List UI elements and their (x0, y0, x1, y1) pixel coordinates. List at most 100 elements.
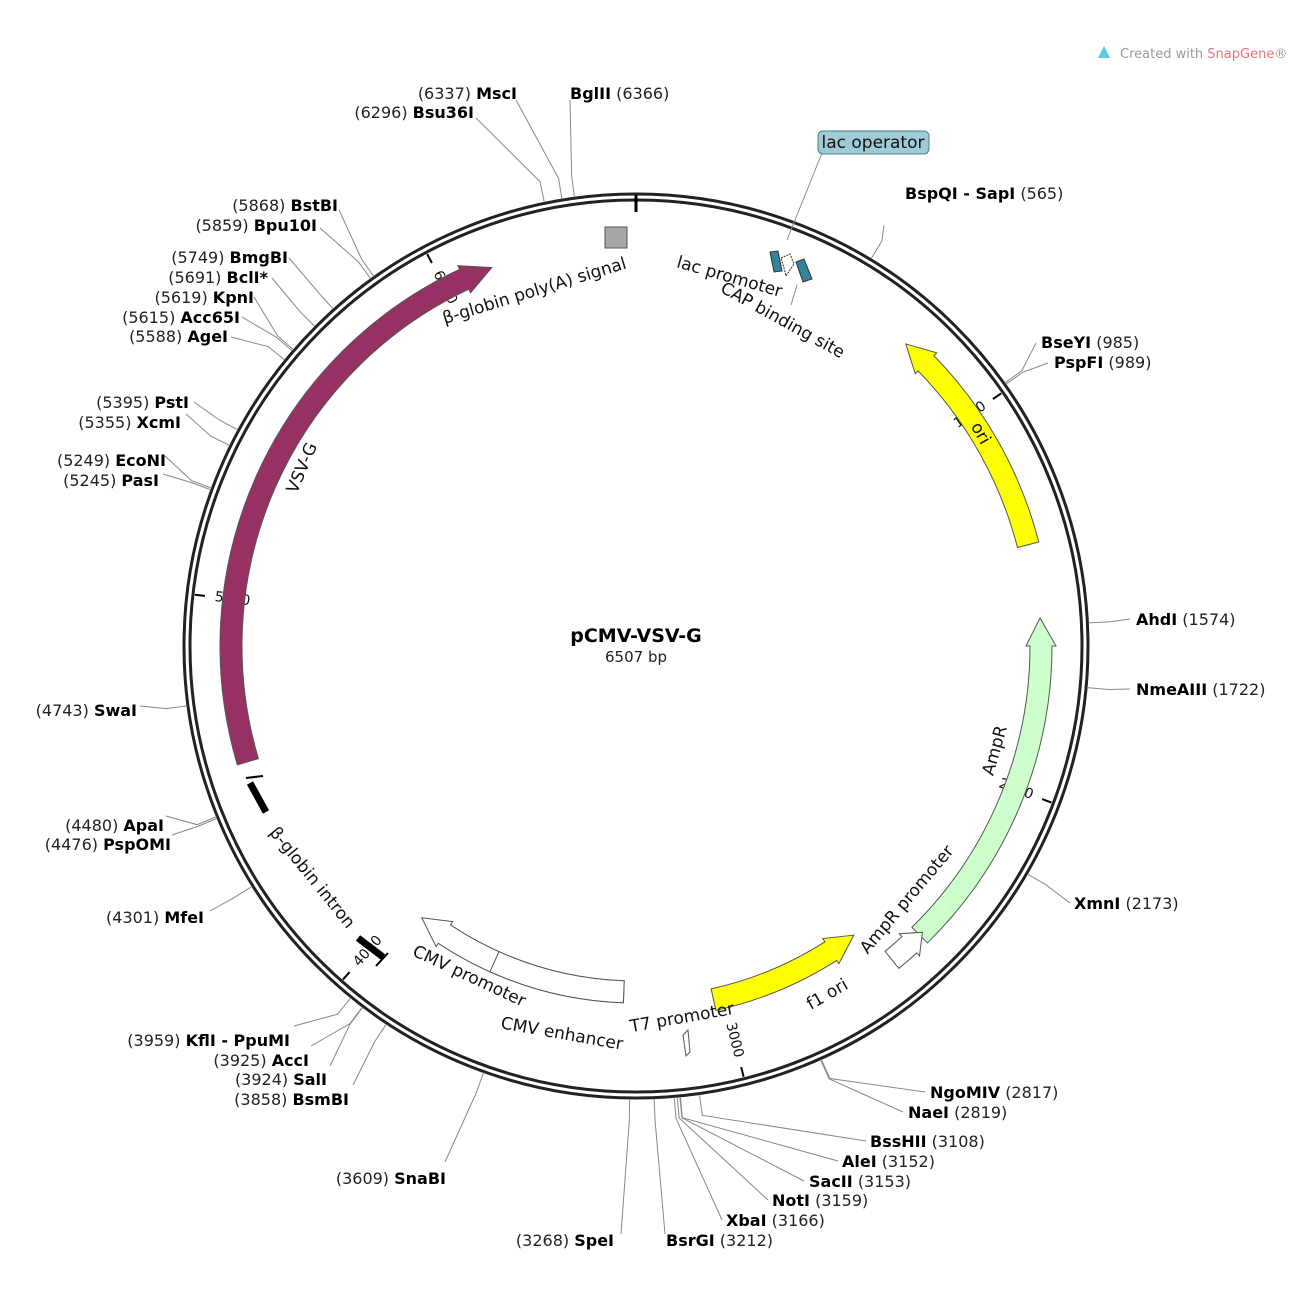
tick-mark (992, 392, 1002, 400)
restriction-site-label[interactable]: (3609) SnaBI (336, 1169, 446, 1188)
cmv-enhancer-feature[interactable] (489, 951, 625, 1004)
f1-ori-label: f1 ori (803, 975, 851, 1014)
site-leader (698, 1094, 867, 1142)
site-leader (139, 705, 188, 710)
site-name: MscI (476, 84, 517, 103)
site-position: (3925) (213, 1051, 266, 1070)
restriction-site-label[interactable]: AhdI (1574) (1136, 610, 1235, 629)
restriction-site-label[interactable]: BsrGI (3212) (666, 1231, 773, 1250)
site-name: BmgBI (230, 248, 288, 267)
site-position: (2819) (954, 1103, 1007, 1122)
restriction-site-label[interactable]: NaeI (2819) (908, 1103, 1007, 1122)
site-leader (1027, 873, 1071, 904)
site-position: (3166) (772, 1211, 825, 1230)
site-leader (820, 1059, 904, 1113)
site-leader (338, 209, 375, 277)
restriction-site-label[interactable]: XmnI (2173) (1074, 894, 1179, 913)
site-position: (4480) (65, 816, 118, 835)
restriction-site-label[interactable]: (5868) BstBI (232, 196, 338, 215)
restriction-site-label[interactable]: (5588) AgeI (129, 327, 228, 346)
restriction-site-label[interactable]: (3924) SalI (235, 1070, 327, 1089)
restriction-site-label[interactable]: NotI (3159) (772, 1191, 868, 1210)
ori-feature[interactable] (905, 343, 1040, 549)
site-position: (5868) (232, 196, 285, 215)
site-name: BseYI (1041, 333, 1091, 352)
site-leader (241, 316, 293, 352)
restriction-site-label[interactable]: (5749) BmgBI (171, 248, 288, 267)
restriction-site-label[interactable]: BspQI - SapI (565) (905, 184, 1063, 203)
restriction-site-label[interactable]: (5691) BclI* (168, 268, 268, 287)
lac-features[interactable] (769, 250, 813, 283)
restriction-site-label[interactable]: (3925) AccI (213, 1051, 309, 1070)
site-name: XcmI (137, 413, 181, 432)
site-position: (3212) (720, 1231, 773, 1250)
restriction-site-label[interactable]: (6296) Bsu36I (354, 103, 474, 122)
vsvg-feature[interactable] (219, 265, 493, 766)
site-leader (162, 473, 211, 491)
restriction-site-label[interactable]: (3858) BsmBI (234, 1090, 349, 1109)
tick-mark (1041, 798, 1052, 804)
site-position: (4743) (36, 701, 89, 720)
restriction-site-label[interactable]: NgoMIV (2817) (930, 1083, 1058, 1102)
restriction-site-label[interactable]: (3268) SpeI (516, 1231, 614, 1250)
cap-site-left (769, 250, 783, 273)
site-position: (6296) (354, 103, 407, 122)
site-leader (673, 1097, 723, 1221)
restriction-site-label[interactable]: (5859) Bpu10I (195, 216, 317, 235)
restriction-site-label[interactable]: BglII (6366) (570, 84, 669, 103)
restriction-site-label[interactable]: PspFI (989) (1054, 353, 1151, 372)
snapgene-logo-icon (1098, 46, 1110, 58)
site-leader (820, 1059, 926, 1093)
site-position: (3268) (516, 1231, 569, 1250)
restriction-site-label[interactable]: (4301) MfeI (106, 908, 204, 927)
lac-operator-leader (786, 152, 823, 241)
credit-brand: SnapGene (1207, 47, 1274, 62)
lac-operator-box[interactable] (817, 130, 930, 155)
restriction-site-label[interactable]: (5395) PstI (96, 393, 189, 412)
tick-mark (342, 971, 351, 981)
restriction-site-label[interactable]: (3959) KflI - PpuMI (127, 1031, 290, 1050)
ampr-promoter-feature[interactable] (884, 931, 923, 970)
t7-promoter-feature[interactable] (682, 1028, 691, 1058)
site-position: (989) (1108, 353, 1151, 372)
restriction-site-label[interactable]: (5615) Acc65I (122, 308, 240, 327)
site-name: BglII (570, 84, 611, 103)
restriction-site-label[interactable]: (4476) PspOMI (45, 835, 171, 854)
site-position: (4301) (106, 908, 159, 927)
site-name: AgeI (187, 327, 228, 346)
restriction-site-label[interactable]: BssHII (3108) (870, 1132, 985, 1151)
bglobin-polya-feature[interactable] (604, 226, 628, 249)
site-name: ApaI (123, 816, 164, 835)
restriction-site-label[interactable]: AleI (3152) (842, 1152, 935, 1171)
ampr-feature[interactable] (911, 616, 1057, 944)
site-leader (293, 997, 352, 1027)
restriction-site-label[interactable]: NmeAIII (1722) (1136, 680, 1265, 699)
site-name: AhdI (1136, 610, 1177, 629)
restriction-sites: BspQI - SapI (565) BseYI (985)PspFI (989)… (36, 84, 1266, 1250)
site-leader (1005, 362, 1049, 385)
site-position: (3108) (932, 1132, 985, 1151)
restriction-site-label[interactable]: (5245) PasI (63, 471, 159, 490)
site-name: BspQI - SapI (905, 184, 1015, 203)
restriction-site-label[interactable]: SacII (3153) (809, 1172, 911, 1191)
tick-label: 3000 (722, 1021, 746, 1059)
site-position: (5395) (96, 393, 149, 412)
restriction-site-label[interactable]: (5249) EcoNI (57, 451, 166, 470)
credit-prefix: Created with (1120, 47, 1207, 62)
restriction-site-label[interactable]: (4743) SwaI (36, 701, 137, 720)
feature-labels: VSV-G ori AmpR AmpR promoter f1 ori T7 p… (265, 130, 1012, 1055)
t7-promoter-label: T7 promoter (627, 999, 735, 1037)
restriction-site-label[interactable]: BseYI (985) (1041, 333, 1139, 352)
restriction-site-label[interactable]: (5355) XcmI (78, 413, 181, 432)
restriction-site-label[interactable]: (5619) KpnI (155, 288, 255, 307)
site-leader (310, 1006, 363, 1047)
site-leader (569, 99, 576, 198)
restriction-site-label[interactable]: (4480) ApaI (65, 816, 164, 835)
restriction-site-label[interactable]: (6337) MscI (418, 84, 517, 103)
f1-ori-feature[interactable] (710, 934, 855, 1011)
site-leader (319, 227, 372, 280)
bglobin-intron-feature[interactable] (245, 775, 389, 967)
restriction-site-label[interactable]: XbaI (3166) (726, 1211, 825, 1230)
cap-site-leader (790, 284, 798, 306)
